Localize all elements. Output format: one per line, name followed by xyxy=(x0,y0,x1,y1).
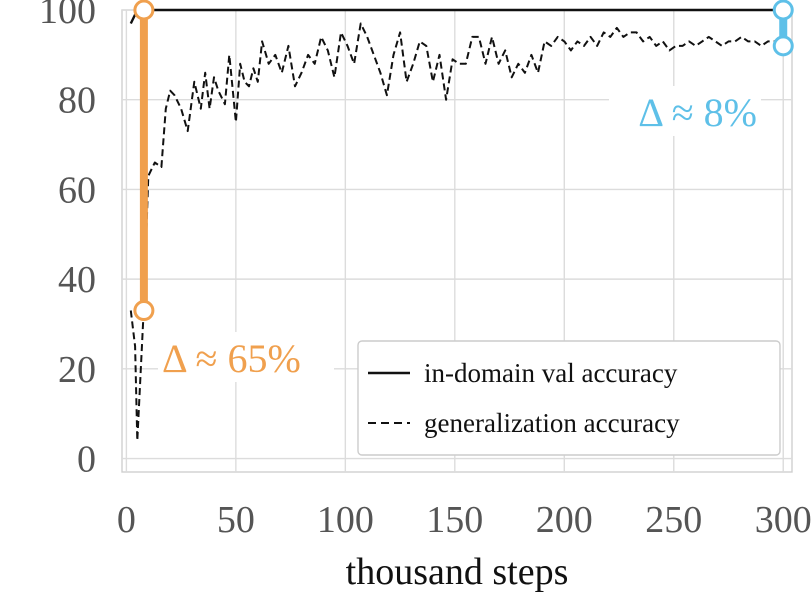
legend: in-domain val accuracy generalization acc… xyxy=(357,340,781,456)
series-line-in-domain xyxy=(129,8,784,25)
legend-label-in-domain: in-domain val accuracy xyxy=(424,358,678,388)
x-axis-title: thousand steps xyxy=(346,551,569,593)
x-tick-label: 0 xyxy=(117,499,136,541)
early-gap-top-marker xyxy=(133,0,155,21)
final-gap-top-marker xyxy=(772,0,794,21)
legend-box xyxy=(357,340,781,456)
annotation-layer: Δ ≈ 65% Δ ≈ 8% xyxy=(133,0,794,382)
y-tick-label: 40 xyxy=(58,259,96,301)
final-gap-label: Δ ≈ 8% xyxy=(638,90,757,135)
legend-label-generalization: generalization accuracy xyxy=(424,408,680,438)
final-gap-label-bg xyxy=(609,86,761,136)
x-tick-label: 250 xyxy=(645,499,702,541)
early-gap-label: Δ ≈ 65% xyxy=(162,336,301,381)
final-gap-bottom-marker xyxy=(772,35,794,57)
early-gap-bottom-marker xyxy=(133,300,155,322)
early-gap-label-bg xyxy=(158,332,334,382)
x-tick-label: 50 xyxy=(217,499,255,541)
y-tick-label: 100 xyxy=(39,0,96,32)
y-tick-label: 0 xyxy=(77,439,96,481)
y-tick-label: 20 xyxy=(58,349,96,391)
x-tick-label: 150 xyxy=(426,499,483,541)
y-tick-label: 60 xyxy=(58,169,96,211)
x-tick-label: 100 xyxy=(317,499,374,541)
x-tick-label: 200 xyxy=(536,499,593,541)
y-tick-label: 80 xyxy=(58,80,96,122)
series-line-generalization xyxy=(129,22,782,442)
x-tick-label: 300 xyxy=(755,499,812,541)
tick-labels: 0 50 100 150 200 250 300 0 20 40 60 80 100 xyxy=(39,0,812,541)
